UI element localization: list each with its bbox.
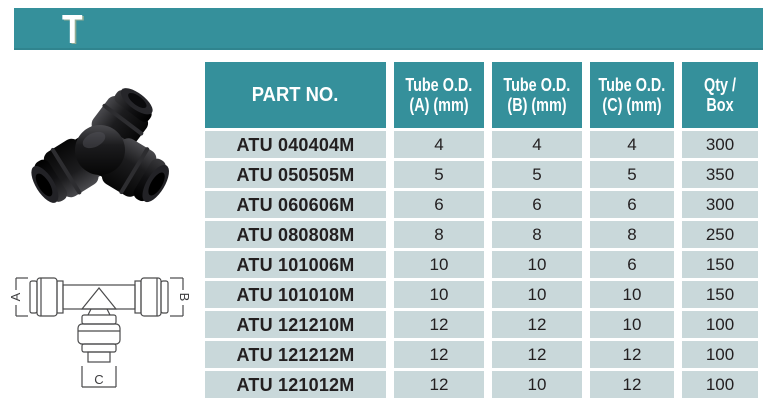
part-no-cell: ATU 080808M [205,221,386,248]
tube-od-a-cell: 5 [394,161,484,188]
dimension-diagram: A B C [8,252,192,400]
tube-od-c-cell: 10 [590,311,674,338]
tube-od-b-cell: 5 [492,161,582,188]
col-header-line1: Tube O.D. [503,75,571,95]
tube-od-b-cell: 10 [492,371,582,398]
tee-diagram-icon: A B C [8,277,192,388]
tube-od-a-cell: 10 [394,251,484,278]
tube-od-c-cell: 6 [590,251,674,278]
part-no-cell: ATU 101010M [205,281,386,308]
dim-label-a: A [8,292,23,301]
tube-od-b-cell: 12 [492,311,582,338]
col-header-tube-od-b: Tube O.D. (B) (mm) [492,62,582,128]
tube-od-a-cell: 12 [394,311,484,338]
part-no-cell: ATU 121012M [205,371,386,398]
tube-od-a-cell: 8 [394,221,484,248]
part-no-cell: ATU 060606M [205,191,386,218]
part-no-cell: ATU 101006M [205,251,386,278]
tube-od-c-cell: 4 [590,131,674,158]
tube-od-b-cell: 10 [492,281,582,308]
tube-od-b-cell: 8 [492,221,582,248]
qty-box-cell: 300 [682,131,758,158]
tube-od-a-cell: 10 [394,281,484,308]
col-header-qty-box: Qty / Box [682,62,758,128]
dim-label-c: C [94,372,103,387]
qty-box-cell: 250 [682,221,758,248]
tube-od-a-cell: 12 [394,371,484,398]
col-header-line1: Tube O.D. [405,75,473,95]
part-no-cell: ATU 050505M [205,161,386,188]
qty-box-cell: 100 [682,341,758,368]
dim-label-b: B [177,293,192,302]
tube-od-b-cell: 10 [492,251,582,278]
col-header-line1: Tube O.D. [598,75,666,95]
spec-table: PART NO. Tube O.D. (A) (mm) Tube O.D. (B… [205,62,758,398]
tube-od-b-cell: 6 [492,191,582,218]
tube-od-a-cell: 6 [394,191,484,218]
part-no-cell: ATU 121210M [205,311,386,338]
tube-od-c-cell: 5 [590,161,674,188]
part-no-cell: ATU 040404M [205,131,386,158]
col-header-line2: (B) (mm) [507,95,567,115]
tube-od-a-cell: 4 [394,131,484,158]
tube-od-c-cell: 12 [590,371,674,398]
tube-od-b-cell: 4 [492,131,582,158]
product-photo [6,66,202,238]
qty-box-cell: 150 [682,251,758,278]
tube-od-c-cell: 12 [590,341,674,368]
section-header-bar: T [14,6,763,52]
section-title: T [62,6,83,52]
qty-box-cell: 300 [682,191,758,218]
qty-box-cell: 350 [682,161,758,188]
col-header-line2: Box [706,95,734,115]
qty-box-cell: 150 [682,281,758,308]
tube-od-b-cell: 12 [492,341,582,368]
col-header-line2: (A) (mm) [409,95,469,115]
tube-od-c-cell: 8 [590,221,674,248]
col-header-tube-od-c: Tube O.D. (C) (mm) [590,62,674,128]
qty-box-cell: 100 [682,311,758,338]
tee-fitting-photo-icon [31,88,170,203]
col-header-line1: Qty / [703,75,736,95]
tube-od-c-cell: 6 [590,191,674,218]
tube-od-c-cell: 10 [590,281,674,308]
col-header-line2: (C) (mm) [602,95,662,115]
col-header-tube-od-a: Tube O.D. (A) (mm) [394,62,484,128]
col-header-line1: PART NO. [252,84,339,106]
qty-box-cell: 100 [682,371,758,398]
tube-od-a-cell: 12 [394,341,484,368]
part-no-cell: ATU 121212M [205,341,386,368]
col-header-part-no: PART NO. [205,62,386,128]
